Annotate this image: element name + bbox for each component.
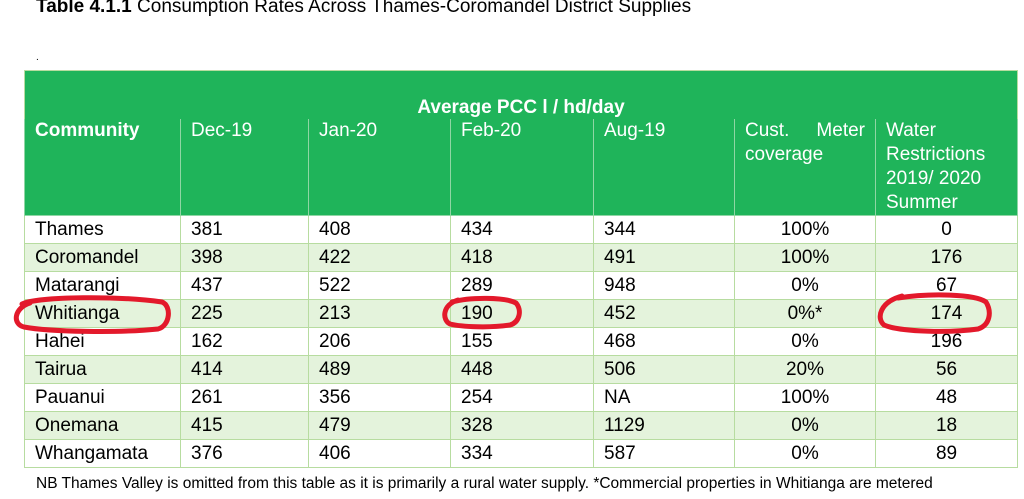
table-row: Matarangi 437 522 289 948 0% 67 bbox=[24, 271, 1019, 300]
community-cell: Whitianga bbox=[24, 299, 181, 328]
value-cell: 415 bbox=[180, 411, 309, 440]
value-cell: 328 bbox=[450, 411, 594, 440]
header-dec-19: Dec-19 bbox=[180, 119, 309, 216]
table-row: Tairua 414 489 448 506 20% 56 bbox=[24, 355, 1019, 384]
table-row: Pauanui 261 356 254 NA 100% 48 bbox=[24, 383, 1019, 412]
header-aug-19: Aug-19 bbox=[593, 119, 735, 216]
header-meter-coverage: Cust. Meter coverage bbox=[734, 119, 876, 216]
footnote: NB Thames Valley is omitted from this ta… bbox=[36, 475, 933, 492]
table-row: Whangamata 376 406 334 587 0% 89 bbox=[24, 439, 1019, 468]
value-cell: 948 bbox=[593, 271, 735, 300]
value-cell: 225 bbox=[180, 299, 309, 328]
value-cell: 452 bbox=[593, 299, 735, 328]
value-cell: 289 bbox=[450, 271, 594, 300]
value-cell: 398 bbox=[180, 243, 309, 272]
header-water-restrictions: Water Restrictions 2019/ 2020 Summer bbox=[874, 119, 1019, 216]
value-cell: 0 bbox=[874, 215, 1019, 244]
super-header: Average PCC l / hd/day bbox=[23, 70, 1019, 119]
value-cell: 196 bbox=[874, 327, 1019, 356]
value-cell: 100% bbox=[734, 383, 876, 412]
value-cell: 489 bbox=[308, 355, 451, 384]
value-cell: 376 bbox=[180, 439, 309, 468]
community-cell: Onemana bbox=[24, 411, 181, 440]
value-cell: NA bbox=[593, 383, 735, 412]
value-cell: 0%* bbox=[734, 299, 876, 328]
value-cell: 206 bbox=[308, 327, 451, 356]
value-cell: 254 bbox=[450, 383, 594, 412]
stray-dot: . bbox=[36, 52, 39, 63]
value-cell: 0% bbox=[734, 411, 876, 440]
table-body: Thames 381 408 434 344 100% 0 Coromandel 398 422 4… bbox=[24, 215, 1019, 468]
community-cell: Coromandel bbox=[24, 243, 181, 272]
value-cell: 506 bbox=[593, 355, 735, 384]
value-cell: 479 bbox=[308, 411, 451, 440]
value-cell: 0% bbox=[734, 271, 876, 300]
value-cell: 334 bbox=[450, 439, 594, 468]
value-cell: 418 bbox=[450, 243, 594, 272]
value-cell: 213 bbox=[308, 299, 451, 328]
value-cell: 48 bbox=[874, 383, 1019, 412]
consumption-table-container: Average PCC l / hd/day Community Dec-19 … bbox=[23, 70, 1019, 468]
value-cell: 100% bbox=[734, 243, 876, 272]
value-cell: 89 bbox=[874, 439, 1019, 468]
community-cell: Tairua bbox=[24, 355, 181, 384]
value-cell: 356 bbox=[308, 383, 451, 412]
table-title: Consumption Rates Across Thames-Coromand… bbox=[137, 0, 692, 17]
value-cell: 261 bbox=[180, 383, 309, 412]
table-row: Onemana 415 479 328 1129 0% 18 bbox=[24, 411, 1019, 440]
table-caption: Table 4.1.1 Consumption Rates Across Tha… bbox=[36, 0, 691, 18]
header-jan-20: Jan-20 bbox=[308, 119, 451, 216]
value-cell: 20% bbox=[734, 355, 876, 384]
value-cell: 0% bbox=[734, 327, 876, 356]
community-cell: Matarangi bbox=[24, 271, 181, 300]
community-cell: Whangamata bbox=[24, 439, 181, 468]
value-cell: 434 bbox=[450, 215, 594, 244]
table-row: Thames 381 408 434 344 100% 0 bbox=[24, 215, 1019, 244]
community-cell: Hahei bbox=[24, 327, 181, 356]
table-row: Coromandel 398 422 418 491 100% 176 bbox=[24, 243, 1019, 272]
value-cell: 155 bbox=[450, 327, 594, 356]
value-cell: 437 bbox=[180, 271, 309, 300]
value-cell: 174 bbox=[874, 299, 1019, 328]
value-cell: 162 bbox=[180, 327, 309, 356]
table-row: Hahei 162 206 155 468 0% 196 bbox=[24, 327, 1019, 356]
value-cell: 381 bbox=[180, 215, 309, 244]
consumption-table: Average PCC l / hd/day Community Dec-19 … bbox=[23, 70, 1019, 468]
header-community: Community bbox=[24, 119, 181, 216]
value-cell: 18 bbox=[874, 411, 1019, 440]
value-cell: 406 bbox=[308, 439, 451, 468]
community-cell: Thames bbox=[24, 215, 181, 244]
value-cell: 176 bbox=[874, 243, 1019, 272]
header-feb-20: Feb-20 bbox=[450, 119, 594, 216]
value-cell: 587 bbox=[593, 439, 735, 468]
value-cell: 67 bbox=[874, 271, 1019, 300]
community-cell: Pauanui bbox=[24, 383, 181, 412]
value-cell: 0% bbox=[734, 439, 876, 468]
value-cell: 448 bbox=[450, 355, 594, 384]
value-cell: 100% bbox=[734, 215, 876, 244]
value-cell: 522 bbox=[308, 271, 451, 300]
value-cell: 408 bbox=[308, 215, 451, 244]
value-cell: 344 bbox=[593, 215, 735, 244]
value-cell: 1129 bbox=[593, 411, 735, 440]
value-cell: 468 bbox=[593, 327, 735, 356]
value-cell: 491 bbox=[593, 243, 735, 272]
table-row: Whitianga 225 213 190 452 0%* 174 bbox=[24, 299, 1019, 328]
value-cell: 190 bbox=[450, 299, 594, 328]
table-number: Table 4.1.1 bbox=[36, 0, 132, 17]
value-cell: 414 bbox=[180, 355, 309, 384]
value-cell: 56 bbox=[874, 355, 1019, 384]
value-cell: 422 bbox=[308, 243, 451, 272]
